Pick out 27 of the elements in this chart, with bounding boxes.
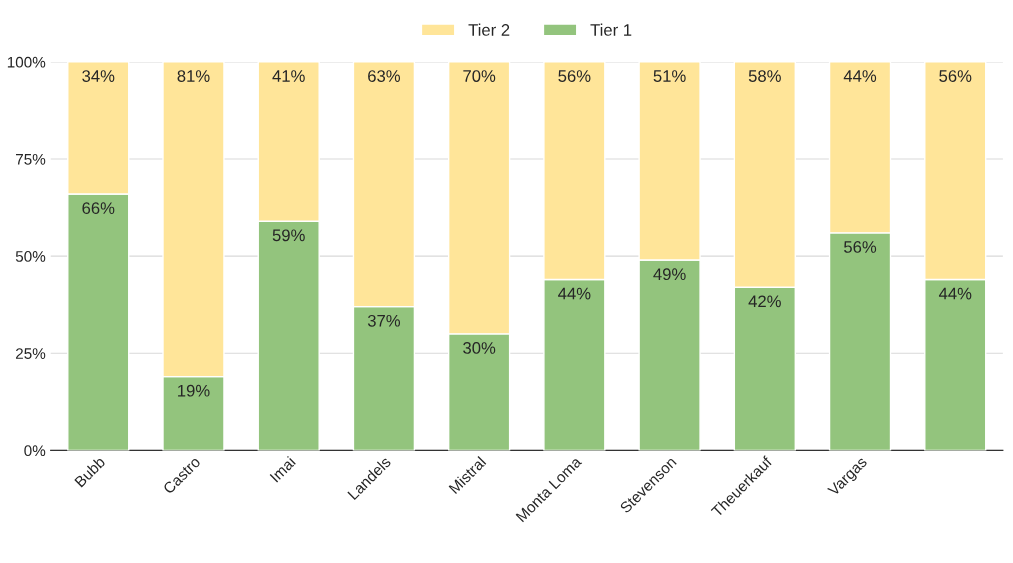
- data-label: 41%: [272, 70, 305, 82]
- y-tick-label: 75%: [15, 153, 46, 165]
- y-tick-label: 100%: [7, 56, 46, 68]
- data-label: 59%: [272, 229, 305, 242]
- data-label: 63%: [368, 70, 401, 82]
- data-label: 51%: [653, 70, 686, 82]
- data-label: 42%: [748, 295, 781, 308]
- data-label: 37%: [367, 314, 401, 327]
- data-label: 49%: [653, 268, 686, 281]
- data-label: 44%: [843, 70, 877, 82]
- y-tick-label: 0%: [24, 445, 46, 457]
- data-label: 56%: [558, 70, 591, 82]
- data-label: 34%: [82, 70, 115, 82]
- data-label: 56%: [844, 241, 877, 253]
- data-label: 66%: [82, 202, 115, 215]
- data-label: 58%: [748, 70, 781, 82]
- data-label: 30%: [463, 342, 496, 354]
- data-label: 19%: [178, 384, 210, 397]
- data-label: 56%: [939, 70, 972, 82]
- y-tick-label: 50%: [15, 251, 46, 262]
- legend-label: Tier 2: [468, 23, 510, 36]
- y-tick-label: 25%: [15, 348, 46, 359]
- data-label: 44%: [558, 287, 591, 300]
- data-label: 70%: [463, 70, 496, 82]
- data-label: 81%: [177, 70, 210, 82]
- data-label: 44%: [938, 287, 972, 300]
- legend-label: Tier 1: [590, 23, 632, 36]
